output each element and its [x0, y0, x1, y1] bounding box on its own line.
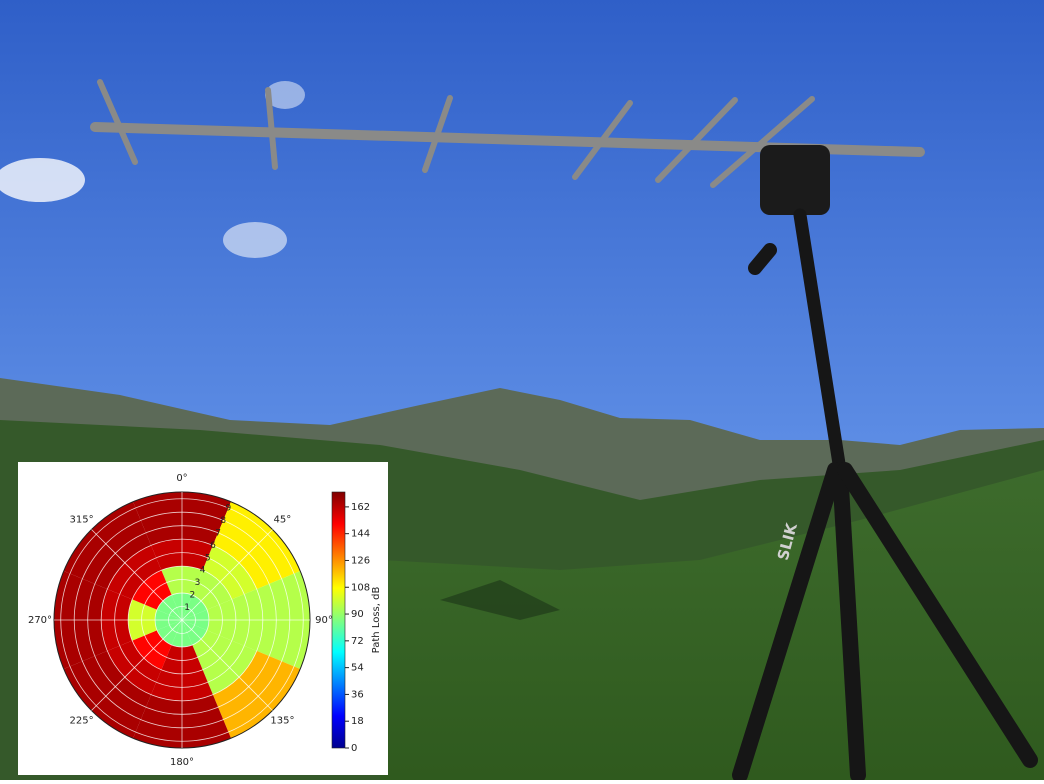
angle-tick-label: 135° — [270, 715, 294, 726]
radial-tick-label: 4 — [200, 566, 206, 576]
colorbar-tick-label: 36 — [351, 689, 364, 700]
photo-scene: SLIK Path Loss, dB 1234567890°45°90°135°… — [0, 0, 1044, 780]
radial-tick-label: 6 — [210, 541, 216, 551]
colorbar-tick-label: 0 — [351, 743, 357, 754]
radial-tick-label: 3 — [195, 578, 201, 588]
colorbar-tick-label: 144 — [351, 529, 370, 540]
angle-tick-label: 45° — [274, 515, 292, 526]
colorbar-tick-label: 90 — [351, 609, 364, 620]
angle-tick-label: 90° — [315, 615, 333, 626]
radial-tick-label: 2 — [189, 591, 195, 601]
angle-tick-label: 270° — [28, 615, 52, 626]
radial-tick-label: 1 — [184, 603, 190, 613]
inset-chart: Path Loss, dB 1234567890°45°90°135°180°2… — [18, 462, 388, 775]
angle-tick-label: 180° — [170, 757, 194, 768]
angle-tick-label: 0° — [176, 473, 187, 484]
colorbar-tick-label: 162 — [351, 502, 370, 513]
colorbar-tick-label: 126 — [351, 555, 370, 566]
radial-tick-label: 8 — [220, 516, 226, 526]
radial-tick-label: 9 — [226, 503, 232, 513]
colorbar-tick-label: 108 — [351, 582, 370, 593]
colorbar-tick-label: 54 — [351, 663, 364, 674]
radial-tick-label: 5 — [205, 553, 211, 563]
colorbar-tick-label: 18 — [351, 716, 364, 727]
colorbar-tick-label: 72 — [351, 636, 364, 647]
radial-tick-label: 7 — [215, 528, 221, 538]
page: {"photo": {"tripod_brand": "SLIK"}, "cha… — [0, 0, 1044, 780]
colorbar-label: Path Loss, dB — [371, 587, 382, 654]
angle-tick-label: 225° — [70, 715, 94, 726]
angle-tick-label: 315° — [70, 515, 94, 526]
